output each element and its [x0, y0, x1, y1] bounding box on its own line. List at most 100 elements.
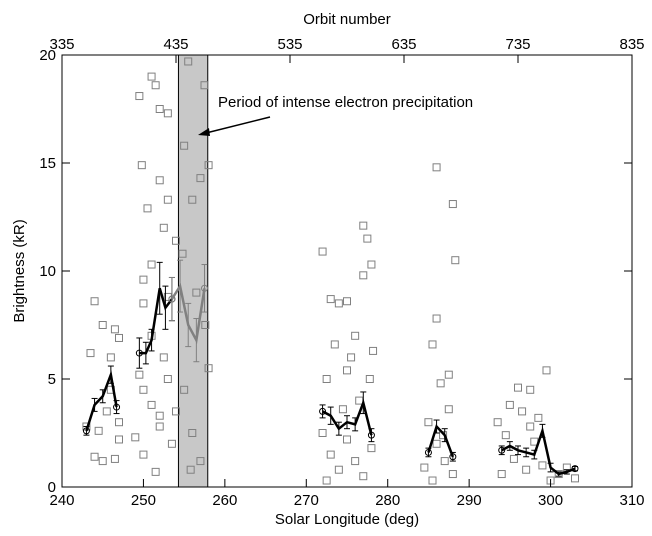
scatter-point [163, 195, 172, 204]
mean-line [85, 369, 118, 432]
x-tick-label: 300 [538, 492, 563, 509]
scatter-point [139, 450, 148, 459]
scatter-point [448, 470, 457, 479]
scatter-point [538, 461, 547, 470]
x-tick-label: 250 [131, 492, 156, 509]
scatter-point [369, 346, 378, 355]
scatter-point [493, 418, 502, 427]
scatter-point [347, 353, 356, 362]
scatter-point [186, 465, 195, 474]
y-tick-label: 20 [39, 47, 56, 64]
mean-line [170, 282, 206, 344]
mean-line [139, 287, 173, 355]
scatter-point [571, 474, 579, 483]
scatter-point [351, 331, 360, 340]
scatter-point [192, 288, 201, 297]
scatter-point [359, 271, 368, 280]
scatter-point [326, 450, 335, 459]
scatter-point [363, 234, 372, 243]
y-tick-label: 5 [48, 371, 56, 388]
scatter-point [334, 465, 343, 474]
scatter-point [155, 422, 164, 431]
scatter-point [420, 463, 429, 472]
mean-endpoint [113, 403, 121, 411]
x-tick-label: 310 [619, 492, 644, 509]
scatter-point [534, 413, 543, 422]
scatter-point [351, 457, 360, 466]
x-axis-label: Solar Longitude (deg) [275, 511, 419, 528]
scatter-point [526, 422, 535, 431]
scatter-point [143, 204, 152, 213]
scatter-point [436, 379, 445, 388]
scatter-point [94, 426, 103, 435]
scatter-point [155, 105, 164, 113]
scatter-point [365, 375, 374, 383]
scatter-point [147, 72, 156, 81]
scatter-point [86, 349, 95, 358]
scatter-point [139, 275, 148, 284]
scatter-point [180, 385, 189, 394]
x-tick-label: 280 [375, 492, 400, 509]
scatter-point [542, 366, 551, 375]
scatter-point [522, 465, 531, 474]
scatter-point [367, 444, 376, 453]
scatter-point [139, 299, 148, 308]
scatter-point [330, 340, 339, 349]
scatter-point [509, 454, 518, 463]
scatter-point [200, 81, 209, 90]
x-tick-label: 260 [212, 492, 237, 509]
scatter-point [135, 92, 144, 101]
scatter-point [110, 454, 119, 463]
y-tick-label: 15 [39, 155, 56, 172]
scatter-point [359, 221, 368, 230]
x-tick-label: 240 [49, 492, 74, 509]
y-tick-label: 10 [39, 263, 56, 280]
scatter-point [115, 418, 123, 427]
y-tick-label: 0 [48, 479, 56, 496]
mean-endpoint [367, 431, 375, 439]
scatter-point [102, 407, 111, 416]
scatter-point [432, 439, 441, 448]
x2-axis-label: Orbit number [303, 11, 391, 28]
scatter-point [115, 435, 123, 444]
scatter-point [98, 457, 107, 466]
scatter-point [428, 340, 437, 349]
scatter-point [432, 163, 441, 172]
scatter-point [526, 385, 535, 394]
scatter-point [188, 195, 197, 204]
mean-endpoint [82, 427, 90, 435]
scatter-point [90, 297, 99, 306]
scatter-point [424, 418, 433, 427]
x2-tick-label: 535 [277, 36, 302, 53]
scatter-point [159, 223, 168, 232]
x2-tick-label: 835 [619, 36, 644, 53]
scatter-point [110, 325, 119, 334]
scatter-point [135, 370, 144, 379]
scatter-point [338, 405, 347, 414]
scatter-point [151, 81, 160, 90]
scatter-point [155, 411, 164, 420]
scatter-point [343, 366, 351, 375]
scatter-point [444, 405, 453, 414]
scatter-point [440, 457, 449, 466]
scatter-point [318, 247, 327, 256]
scatter-point [514, 383, 522, 392]
shaded-band [177, 54, 209, 488]
scatter-point [501, 431, 510, 440]
scatter-point [106, 353, 115, 362]
scatter-point [444, 370, 453, 379]
scatter-point [178, 249, 187, 258]
y-axis-label: Brightness (kR) [11, 219, 28, 322]
mean-endpoint [168, 295, 176, 303]
scatter-point [196, 457, 205, 466]
scatter-point [448, 200, 457, 209]
scatter-point [497, 470, 506, 479]
scatter-point [139, 385, 148, 394]
scatter-point [147, 400, 156, 409]
scatter-point [505, 400, 514, 409]
scatter-point [172, 236, 180, 245]
scatter-point [147, 260, 156, 269]
annotation-arrowhead [198, 128, 210, 136]
scatter-point [428, 476, 437, 485]
scatter-point [201, 321, 210, 329]
